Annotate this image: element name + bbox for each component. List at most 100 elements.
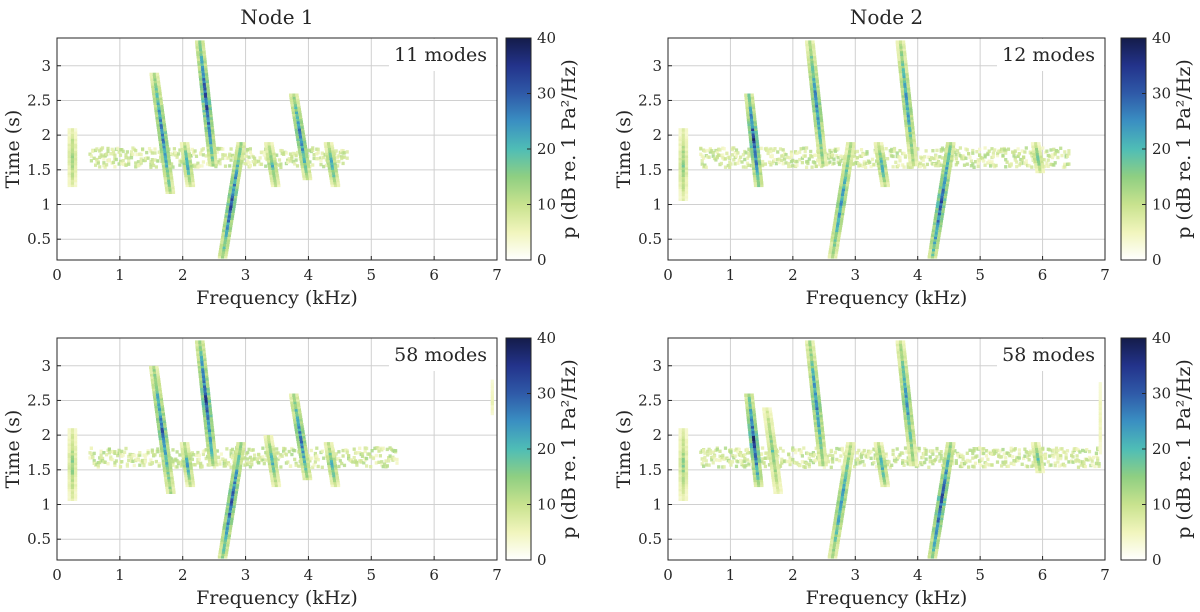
spectrogram-cell xyxy=(210,426,214,430)
spectrogram-cell xyxy=(293,100,297,105)
spectrogram-cell xyxy=(150,82,154,86)
spectrogram-cell xyxy=(156,123,160,127)
y-tick-label: 1 xyxy=(652,196,662,214)
spectrogram-cell xyxy=(169,471,173,475)
spectrogram-cell xyxy=(162,144,166,149)
spectrogram-cell xyxy=(253,453,257,457)
spectrogram-cell xyxy=(215,150,219,154)
spectrogram-cell xyxy=(184,478,188,483)
spectrogram-cell xyxy=(934,252,938,257)
spectrogram-cell xyxy=(290,154,294,159)
spectrogram-cell xyxy=(264,440,268,444)
spectrogram-cell xyxy=(67,454,71,458)
spectrogram-cell xyxy=(902,42,906,47)
spectrogram-cell xyxy=(858,163,862,167)
spectrogram-cell xyxy=(306,148,311,153)
spectrogram-cell xyxy=(276,457,280,461)
spectrogram-cell xyxy=(269,154,273,158)
spectrogram-cell xyxy=(681,468,685,473)
spectrogram-cell xyxy=(840,446,844,451)
spectrogram-cell xyxy=(754,461,758,466)
spectrogram-cell xyxy=(813,118,817,123)
spectrogram-cell xyxy=(940,156,945,160)
spectrogram-cell xyxy=(151,382,155,387)
spectrogram-cell xyxy=(196,350,200,354)
spectrogram-cell xyxy=(150,461,154,465)
y-tick-label: 2.5 xyxy=(27,91,51,109)
spectrogram-cell xyxy=(678,137,682,142)
spectrogram-cell xyxy=(294,405,298,410)
spectrogram-cell xyxy=(74,130,78,134)
spectrogram-cell xyxy=(887,460,891,464)
spectrogram-cell xyxy=(756,149,760,153)
spectrogram-cell xyxy=(74,149,78,154)
spectrogram-cell xyxy=(809,55,813,59)
spectrogram-cell xyxy=(203,389,207,393)
spectrogram-cell xyxy=(1004,165,1008,169)
spectrogram-cell xyxy=(225,228,229,233)
spectrogram-cell xyxy=(166,173,170,178)
spectrogram-cell xyxy=(774,161,778,166)
spectrogram-cell xyxy=(954,153,958,157)
spectrogram-cell xyxy=(298,130,302,134)
spectrogram-cell xyxy=(818,138,822,142)
spectrogram-cell xyxy=(156,417,160,421)
spectrogram-cell xyxy=(228,531,232,535)
spectrogram-cell xyxy=(948,168,952,172)
spectrogram-cell xyxy=(703,455,707,460)
spectrogram-cell xyxy=(936,199,940,204)
spectrogram-cell xyxy=(748,430,752,434)
y-tick-label: 2.5 xyxy=(27,391,51,409)
spectrogram-cell xyxy=(289,398,293,402)
spectrogram-cell xyxy=(232,502,237,506)
spectrogram-cell xyxy=(332,154,336,158)
spectrogram-cell xyxy=(841,192,845,196)
spectrogram-cell xyxy=(113,153,117,157)
spectrogram-cell xyxy=(935,248,939,252)
spectrogram-cell xyxy=(941,187,945,192)
spectrogram-cell xyxy=(201,342,205,347)
spectrogram-cell xyxy=(880,166,885,170)
spectrogram-cell xyxy=(759,146,763,151)
spectrogram-cell xyxy=(152,368,156,372)
spectrogram-cell xyxy=(1053,463,1057,468)
spectrogram-cell xyxy=(869,449,873,454)
spectrogram-cell xyxy=(153,395,157,399)
spectrogram-cell xyxy=(208,109,212,113)
spectrogram-cell xyxy=(841,173,845,177)
y-axis-label: Time (s) xyxy=(2,110,24,189)
spectrogram-cell xyxy=(271,481,275,485)
spectrogram-cell xyxy=(908,128,912,132)
spectrogram-cell xyxy=(937,233,941,237)
spectrogram-cell xyxy=(811,67,815,71)
spectrogram-cell xyxy=(993,148,997,152)
spectrogram-cell xyxy=(222,248,226,252)
spectrogram-cell xyxy=(182,164,186,168)
spectrogram-cell xyxy=(223,464,228,468)
spectrogram-cell xyxy=(367,452,371,456)
spectrogram-cell xyxy=(1034,144,1038,148)
spectrogram-cell xyxy=(159,395,163,399)
spectrogram-cell xyxy=(316,464,320,469)
spectrogram-cell xyxy=(681,442,685,446)
spectrogram-cell xyxy=(228,192,232,196)
spectrogram-cell xyxy=(70,454,74,458)
spectrogram-cell xyxy=(1024,146,1028,150)
spectrogram-cell xyxy=(162,414,166,419)
spectrogram-cell xyxy=(945,144,949,148)
spectrogram-cell xyxy=(833,238,837,242)
spectrogram-cell xyxy=(201,42,205,47)
spectrogram-cell xyxy=(1022,155,1026,159)
spectrogram-cell xyxy=(328,449,332,453)
spectrogram-cell xyxy=(841,190,845,194)
spectrogram-cell xyxy=(843,175,847,180)
spectrogram-cell xyxy=(242,142,246,146)
spectrogram-cell xyxy=(70,142,74,147)
spectrogram-cell xyxy=(322,456,326,460)
spectrogram-cell xyxy=(283,447,287,451)
spectrogram-cell xyxy=(296,400,300,405)
spectrogram-cell xyxy=(166,147,170,151)
spectrogram-cell xyxy=(921,163,925,167)
spectrogram-cell xyxy=(183,442,187,446)
spectrogram-cell xyxy=(935,148,939,153)
